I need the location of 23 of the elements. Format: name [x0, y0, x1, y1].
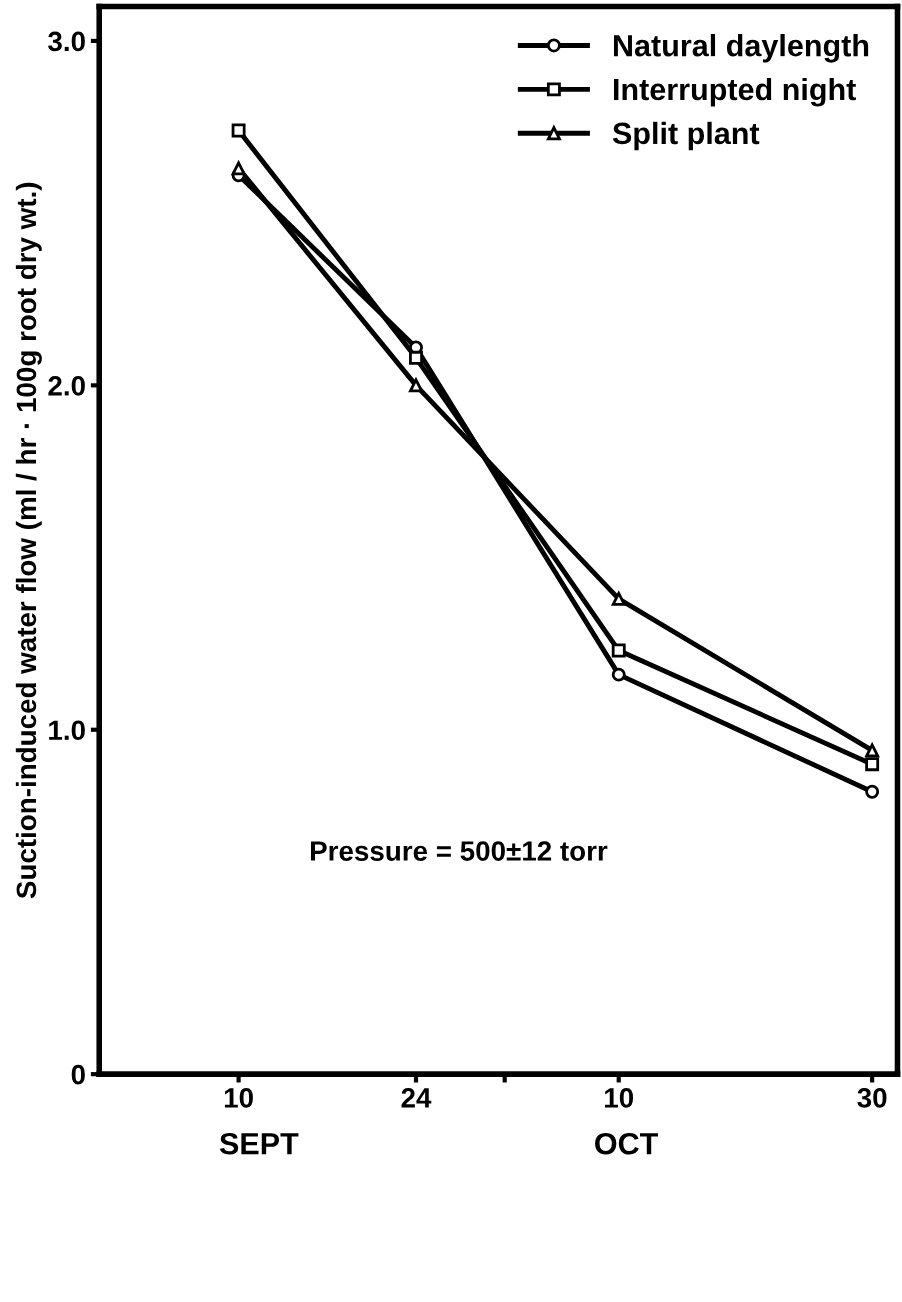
point [611, 667, 626, 682]
point [231, 161, 246, 176]
legend-label: Interrupted night [613, 77, 856, 107]
x-tick-label: 30 [857, 1088, 887, 1108]
text: SEPT [219, 1132, 299, 1155]
y-tick-label: 0 [71, 1064, 85, 1085]
point [409, 350, 423, 365]
point [611, 643, 626, 658]
legend-label: Split plant [612, 121, 760, 151]
text: OCT [595, 1132, 658, 1155]
point [865, 757, 880, 772]
annotation: Pressure = 500±12 torr [311, 841, 608, 861]
legend-label: Natural daylength [613, 34, 869, 63]
y-axis-title: Suction-induced water flow (ml / hr · 100g root dry wt.) [15, 182, 42, 899]
point [865, 784, 880, 799]
y-tick-label: 1.0 [49, 720, 85, 741]
point [231, 123, 246, 138]
point [865, 743, 880, 758]
y-tick-label: 2.0 [48, 376, 85, 396]
y-tick-label: 3.0 [48, 31, 85, 52]
x-tick-label: 10 [224, 1088, 253, 1108]
x-tick-label: 10 [605, 1088, 634, 1108]
x-tick-label: 24 [401, 1088, 432, 1108]
